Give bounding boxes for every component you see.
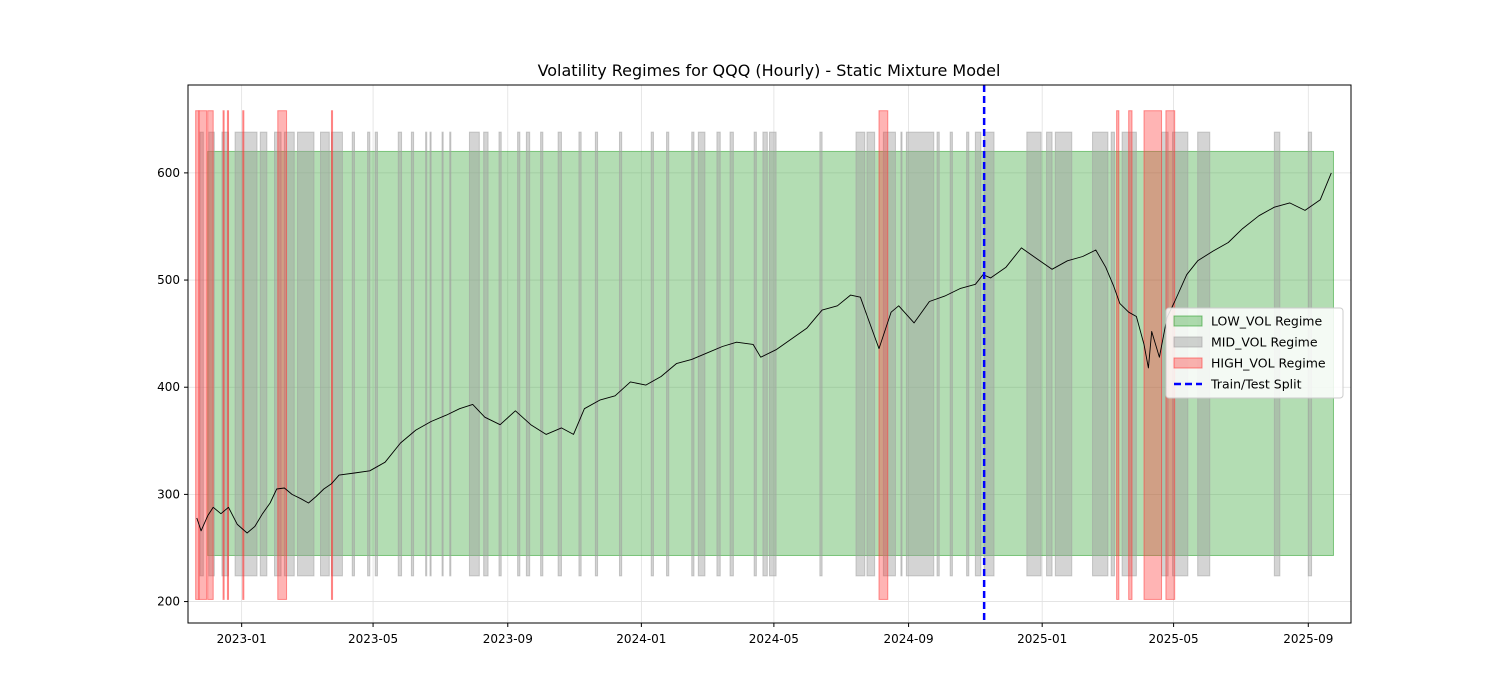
mid-vol-band <box>483 131 489 577</box>
high-vol-band <box>1143 110 1163 600</box>
high-vol-band <box>242 110 245 600</box>
mid-vol-band <box>351 131 355 577</box>
mid-vol-band <box>1121 131 1137 577</box>
mid-vol-band <box>540 131 544 577</box>
mid-vol-band <box>691 131 695 577</box>
mid-vol-band <box>557 131 562 577</box>
mid-vol-band <box>949 131 953 577</box>
mid-vol-band <box>397 131 403 577</box>
y-tick-label: 600 <box>157 166 180 180</box>
mid-vol-band <box>297 131 315 577</box>
high-vol-band <box>222 110 225 600</box>
mid-vol-band <box>974 131 982 577</box>
mid-vol-band <box>1110 131 1115 577</box>
x-tick-label: 2025-09 <box>1283 632 1333 646</box>
mid-vol-band <box>666 131 670 577</box>
x-tick-label: 2025-05 <box>1149 632 1199 646</box>
legend-label: MID_VOL Regime <box>1211 335 1318 350</box>
mid-vol-band <box>259 131 268 577</box>
x-tick-label: 2024-09 <box>884 632 934 646</box>
y-tick-label: 400 <box>157 380 180 394</box>
axes-frame <box>187 84 1352 624</box>
y-tick-label: 500 <box>157 273 180 287</box>
mid-vol-band <box>966 131 970 577</box>
mid-vol-band <box>429 131 432 577</box>
mid-vol-band <box>441 131 444 577</box>
mid-vol-band <box>866 131 876 577</box>
mid-vol-band <box>769 131 777 577</box>
legend-mid-vol-swatch <box>1173 336 1203 348</box>
mid-vol-band <box>374 131 378 577</box>
high-vol-band <box>207 110 214 600</box>
mid-vol-band <box>283 131 295 577</box>
mid-vol-band <box>618 131 623 577</box>
y-tick-label: 200 <box>157 595 180 609</box>
legend-low-vol-swatch <box>1173 315 1203 327</box>
legend-label: Train/Test Split <box>1210 377 1302 392</box>
mid-vol-band <box>199 131 204 577</box>
mid-vol-band <box>753 131 757 577</box>
legend: LOW_VOL Regime MID_VOL Regime HIGH_VOL Reg… <box>1165 307 1344 399</box>
high-vol-band <box>1128 110 1133 600</box>
x-tick-label: 2024-05 <box>749 632 799 646</box>
mid-vol-band <box>1026 131 1042 577</box>
high-vol-band <box>1116 110 1120 600</box>
mid-vol-band <box>498 131 502 577</box>
mid-vol-band <box>882 131 896 577</box>
mid-vol-band <box>900 131 903 577</box>
x-axis-ticks: 2023-01 2023-05 2023-09 2024-01 2024-05 2024-… <box>217 623 1333 646</box>
mid-vol-band <box>208 131 215 577</box>
x-tick-label: 2023-01 <box>217 632 267 646</box>
y-axis-ticks: 200 300 400 500 600 <box>157 166 188 609</box>
mid-vol-band <box>936 131 940 577</box>
mid-vol-band <box>578 131 582 577</box>
mid-vol-band <box>468 131 480 577</box>
mid-vol-band <box>716 131 721 577</box>
mid-vol-band <box>449 131 452 577</box>
high-vol-band <box>198 110 208 600</box>
chart-title: Volatility Regimes for QQQ (Hourly) - St… <box>538 61 1001 80</box>
mid-vol-band <box>517 131 521 577</box>
axes <box>187 84 1352 624</box>
legend-high-vol-swatch <box>1173 357 1203 369</box>
mid-vol-band <box>1054 131 1073 577</box>
price-line <box>196 172 1332 534</box>
x-tick-label: 2023-05 <box>348 632 398 646</box>
mid-vol-band <box>650 131 654 577</box>
mid-vol-band <box>330 131 343 577</box>
mid-vol-band <box>594 131 599 577</box>
y-tick-label: 300 <box>157 487 180 501</box>
mid-vol-band <box>320 131 330 577</box>
mid-vol-band <box>425 131 428 577</box>
x-tick-label: 2025-01 <box>1017 632 1067 646</box>
mid-vol-band <box>234 131 258 577</box>
price-series <box>196 172 1332 534</box>
mid-vol-band <box>367 131 371 577</box>
high-vol-band <box>226 110 230 600</box>
mid-vol-band <box>525 131 531 577</box>
legend-label: HIGH_VOL Regime <box>1211 356 1326 371</box>
mid-vol-band <box>1092 131 1109 577</box>
legend-box <box>1165 307 1344 399</box>
mid-vol-band <box>819 131 823 577</box>
mid-vol-band <box>1046 131 1053 577</box>
mid-vol-band <box>410 131 415 577</box>
mid-vol-band <box>855 131 866 577</box>
mid-vol-band <box>983 131 995 577</box>
mid-vol-band <box>729 131 734 577</box>
legend-label: LOW_VOL Regime <box>1211 314 1322 329</box>
mid-vol-band <box>905 131 935 577</box>
x-tick-label: 2023-09 <box>483 632 533 646</box>
high-vol-band <box>277 110 288 600</box>
x-tick-label: 2024-01 <box>616 632 666 646</box>
mid-vol-regime-bands <box>199 131 1313 577</box>
high-vol-band <box>330 110 334 600</box>
high-vol-band <box>878 110 889 600</box>
